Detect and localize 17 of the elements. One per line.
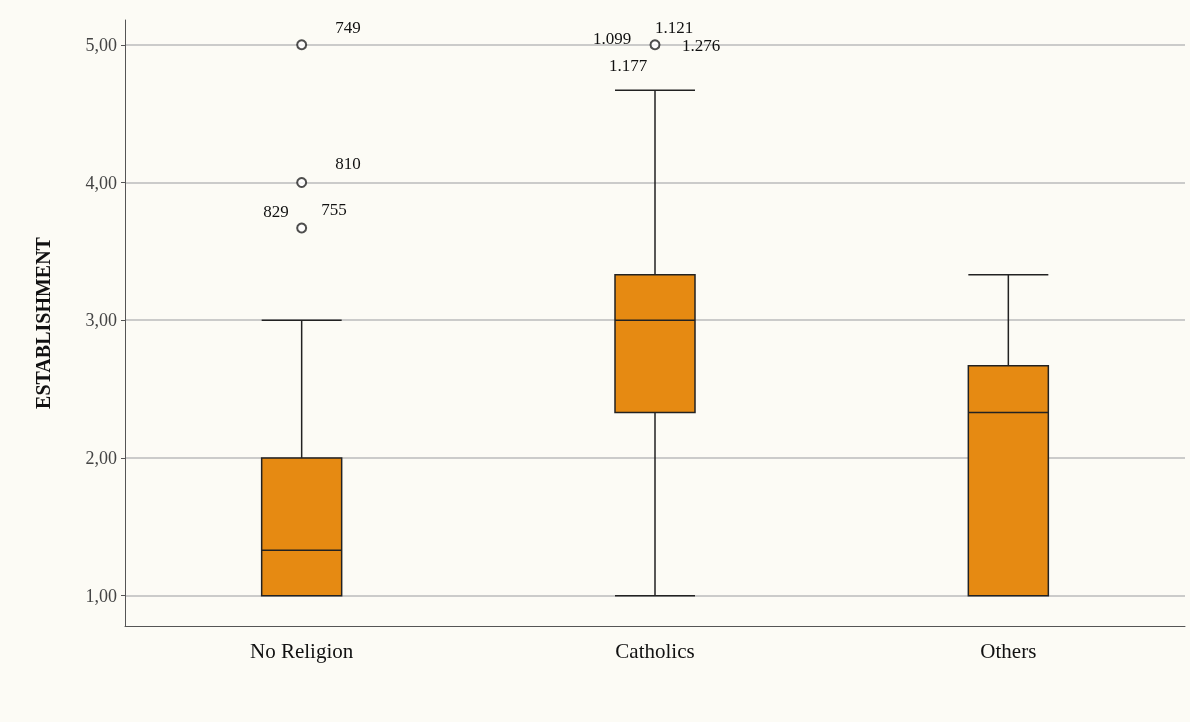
annotation: 749 [335, 17, 361, 37]
y-tick-label: 2,00 [85, 447, 117, 468]
y-tick-label: 3,00 [85, 310, 117, 331]
y-tick-label: 5,00 [85, 34, 117, 55]
x-tick-label: No Religion [250, 638, 354, 663]
annotation: 1.177 [608, 55, 648, 75]
x-tick-label: Others [980, 638, 1037, 663]
annotation: 1.099 [592, 28, 632, 48]
annotation: 1.276 [681, 35, 721, 55]
annotation: 829 [263, 201, 289, 221]
y-axis-title: ESTABLISHMENT [32, 236, 54, 409]
y-tick-label: 4,00 [85, 172, 117, 193]
annotation: 810 [335, 153, 361, 173]
annotation: 755 [321, 199, 347, 219]
x-tick-label: Catholics [615, 638, 695, 663]
annotation: 1.121 [654, 17, 694, 37]
y-tick-label: 1,00 [85, 585, 117, 606]
